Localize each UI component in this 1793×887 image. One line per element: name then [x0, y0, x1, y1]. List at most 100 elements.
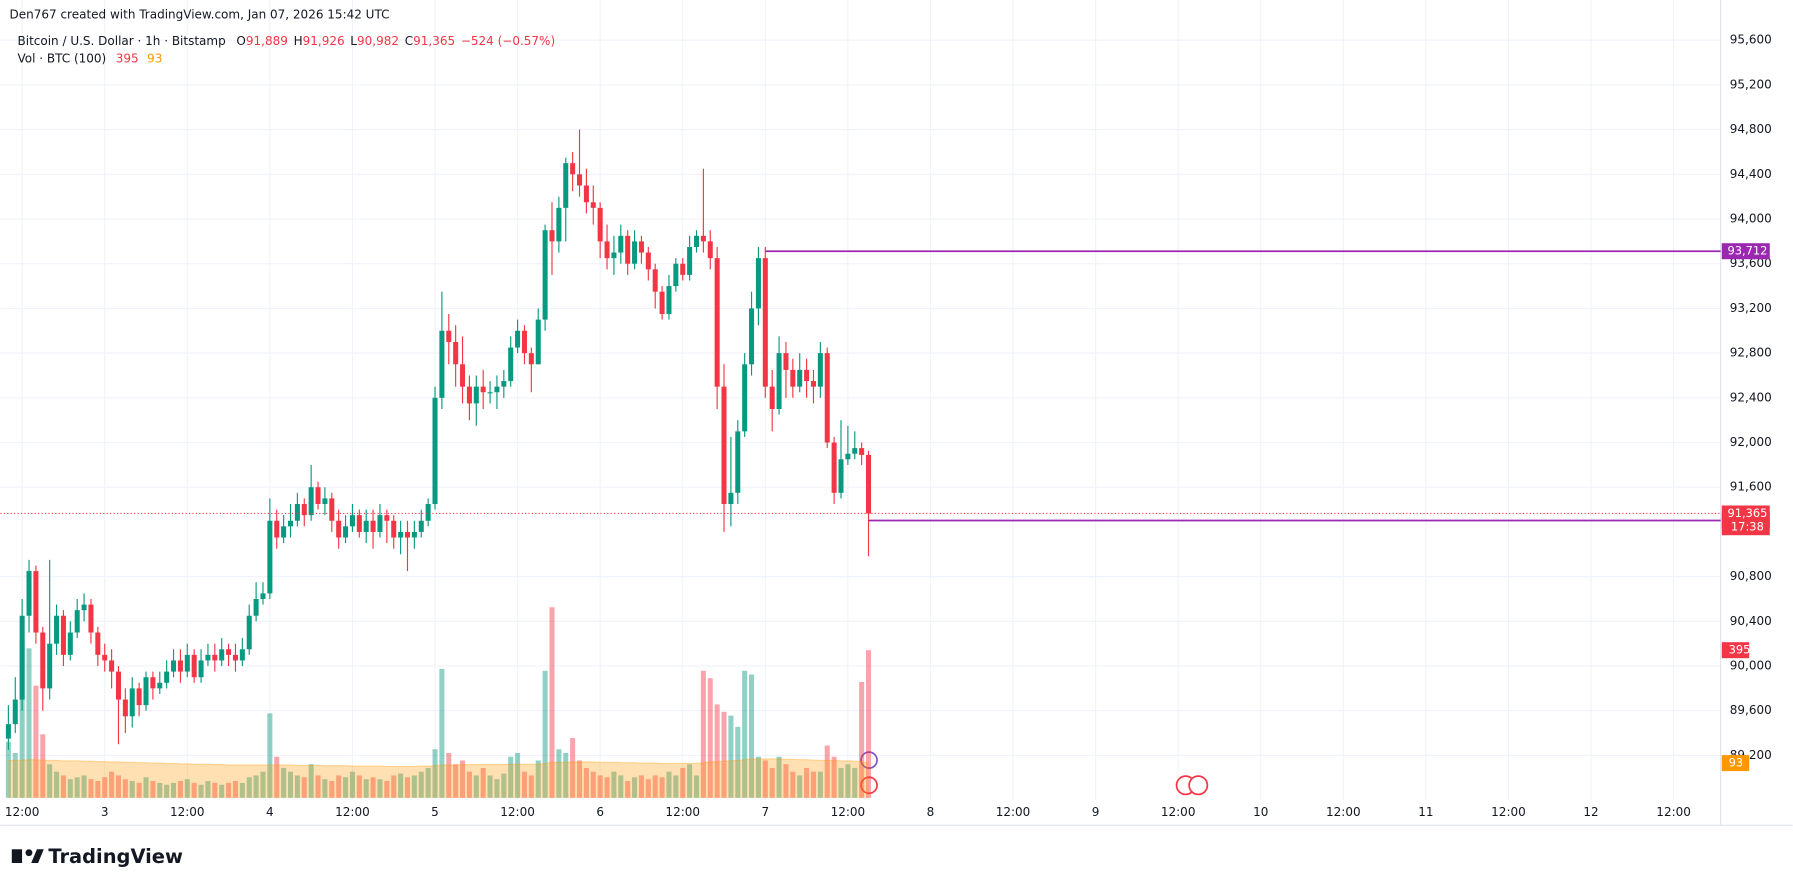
price-legend: Bitcoin / U.S. Dollar · 1h · Bitstamp O9… — [18, 34, 556, 48]
candle-body — [267, 520, 273, 594]
volume-bar — [301, 777, 307, 798]
volume-bar — [838, 767, 844, 798]
candle-body — [95, 632, 101, 655]
x-tick-label: 5 — [431, 805, 439, 819]
candle-body — [136, 688, 142, 706]
volume-bar — [528, 775, 534, 798]
candle-body — [460, 364, 466, 387]
candle-body — [33, 571, 39, 633]
event-icon[interactable] — [1188, 775, 1209, 796]
candle-body — [797, 369, 803, 387]
candle-body — [60, 615, 66, 655]
volume-bar — [136, 782, 142, 798]
volume-bar — [714, 704, 720, 798]
volume-bar — [60, 775, 66, 798]
candle-body — [783, 353, 789, 370]
candle-body — [446, 330, 452, 342]
volume-bar — [563, 752, 569, 798]
candle-body — [480, 386, 486, 393]
candle-body — [370, 520, 376, 532]
candle-body — [143, 677, 149, 706]
legend-value: 91,365 — [413, 34, 455, 48]
candle-body — [693, 235, 700, 247]
candle-body — [680, 263, 686, 275]
candle-body — [40, 632, 46, 689]
volume-bar — [267, 713, 273, 798]
volume-bar — [239, 782, 245, 798]
volume-bar — [645, 779, 651, 798]
volume-bar — [473, 775, 479, 798]
volume-ma-line — [8, 758, 869, 768]
candle-body — [804, 369, 810, 382]
candle-body — [226, 649, 232, 655]
y-tick-label: 91,600 — [1730, 480, 1772, 494]
y-tick-label: 92,400 — [1730, 390, 1772, 404]
volume-bar — [831, 756, 837, 798]
logo-mark — [11, 849, 23, 863]
volume-bar — [336, 775, 342, 798]
volume-bar — [253, 775, 259, 798]
volume-bar — [480, 767, 486, 798]
volume-bar — [521, 771, 527, 798]
candle-body — [363, 520, 369, 532]
candle-body — [253, 598, 259, 616]
x-tick-label: 12:00 — [1161, 805, 1196, 819]
legend-value: 90,982 — [357, 34, 399, 48]
candle-body — [790, 369, 796, 387]
x-tick-label: 3 — [101, 805, 109, 819]
candle-body — [67, 632, 73, 655]
volume-title: Vol · BTC (100) — [18, 51, 107, 65]
x-tick-label: 12:00 — [831, 805, 866, 819]
x-tick-label: 12:00 — [170, 805, 205, 819]
volume-bar — [425, 767, 431, 798]
volume-bar — [129, 781, 135, 798]
volume-bar — [611, 771, 617, 798]
attribution: Den767 created with TradingView.com, Jan… — [9, 7, 389, 21]
volume-bar — [618, 775, 624, 798]
candle-body — [232, 654, 238, 661]
candle-body — [604, 241, 610, 259]
legend-key: H — [294, 34, 303, 48]
candle-body — [556, 207, 562, 242]
volume-bar — [88, 779, 94, 798]
candle-body — [638, 241, 644, 253]
volume-bar — [377, 779, 383, 798]
volume-bar — [494, 779, 500, 798]
candle-body — [466, 386, 472, 404]
volume-bar — [40, 734, 46, 798]
candle-body — [611, 252, 617, 259]
volume-bar — [515, 752, 521, 798]
candle-body — [336, 520, 342, 538]
event-icon[interactable] — [860, 776, 878, 795]
candle-body — [453, 341, 459, 365]
y-tick-label: 93,200 — [1730, 301, 1772, 315]
volume-bar — [411, 775, 417, 798]
background-layer — [0, 0, 1721, 801]
volume-bar — [707, 678, 713, 798]
x-tick-label: 12:00 — [1326, 805, 1361, 819]
candle-body — [625, 235, 631, 264]
volume-bar — [115, 775, 121, 798]
x-tick-label: 4 — [266, 805, 274, 819]
candle-body — [570, 163, 576, 175]
candle-body — [322, 498, 328, 504]
volume-bar — [446, 752, 452, 798]
candle-body — [755, 258, 761, 309]
volume-bar — [866, 650, 872, 798]
volume-bar — [281, 767, 287, 798]
logo-mark — [31, 849, 44, 863]
volume-bar — [81, 775, 87, 798]
candle-body — [425, 503, 431, 521]
x-tick-label: 7 — [761, 805, 769, 819]
volume-bar — [824, 745, 830, 798]
volume-bar — [191, 782, 197, 798]
volume-bar — [19, 640, 25, 798]
candle-body — [714, 258, 720, 387]
event-icon[interactable] — [860, 751, 878, 769]
candle-body — [301, 503, 307, 516]
candle-body — [597, 207, 603, 242]
candle-body — [866, 454, 872, 514]
volume-tag — [1721, 642, 1750, 659]
volume-bar — [294, 775, 300, 798]
